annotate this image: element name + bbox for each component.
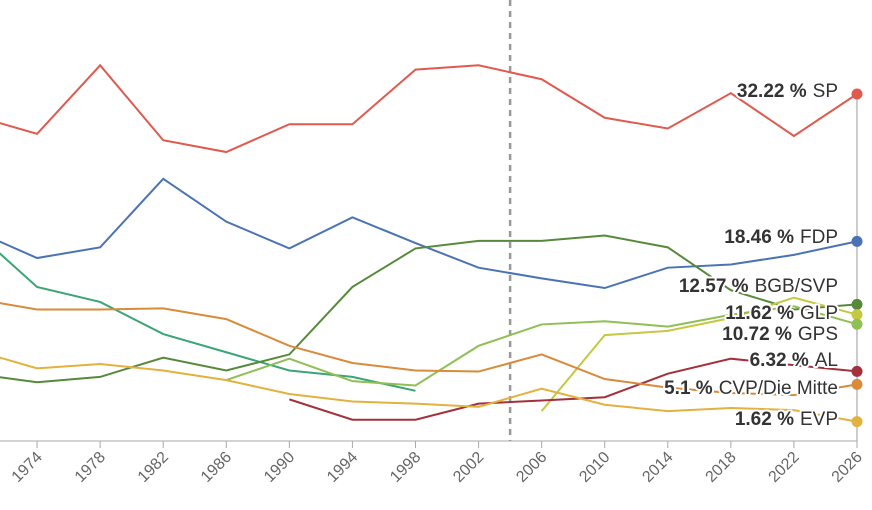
series-line [225,305,858,387]
plot [0,63,858,423]
end-label: 5.1 % CVP/Die Mitte [664,378,838,399]
end-dot [851,378,863,390]
x-tick-label: 2014 [639,449,676,486]
series-name: EVP [800,409,838,430]
end-label: 18.46 % FDP [724,227,838,248]
end-value: 1.62 % [735,409,794,430]
x-tick-label: 2018 [702,449,739,486]
x-tick-label: 1982 [135,449,172,486]
x-tick-label: 2010 [576,449,613,486]
series-name: GPS [798,324,838,345]
end-label: 12.57 % BGB/SVP [679,276,838,297]
series-name: SP [813,81,838,102]
end-dot [851,88,863,100]
series-line [0,177,858,290]
x-tick-label: 1978 [72,449,109,486]
end-value: 11.62 % [725,303,794,324]
x-tick-label: 1990 [261,449,298,486]
end-value: 18.46 % [724,227,794,248]
series-line [0,356,858,423]
series-name: FDP [800,227,838,248]
x-tick-label: 2022 [766,449,803,486]
x-tick-label: 1986 [198,449,235,486]
series-line [0,302,858,397]
x-tick-label: 1994 [324,449,361,486]
end-value: 10.72 % [722,324,792,345]
end-value: 12.57 % [679,276,749,297]
x-tick-label: 1974 [9,449,46,486]
series-name: AL [815,350,838,371]
series-line [540,296,858,412]
end-label: 11.62 % GLP [725,303,838,324]
series-name: CVP/Die Mitte [719,378,838,399]
end-value: 5.1 % [664,378,713,399]
end-dot [851,416,863,428]
series-line [0,63,858,154]
end-value: 6.32 % [750,350,809,371]
series-line [0,234,858,384]
end-dot [851,365,863,377]
series-name: GLP [800,303,838,324]
series-line [289,357,858,421]
end-dot [851,318,863,330]
x-tick-label: 2006 [513,449,550,486]
x-tick-label: 1998 [387,449,424,486]
end-label: 6.32 % AL [750,350,838,371]
end-dot [851,235,863,247]
end-label: 32.22 % SP [737,81,838,102]
x-tick-label: 2026 [829,449,866,486]
x-tick-label: 2002 [450,449,487,486]
series-name: BGB/SVP [755,276,838,297]
end-dot [851,298,863,310]
end-dot [851,309,863,321]
series-line [0,252,416,392]
end-value: 32.22 % [737,81,807,102]
end-label: 10.72 % GPS [722,324,838,345]
end-label: 1.62 % EVP [735,409,838,430]
